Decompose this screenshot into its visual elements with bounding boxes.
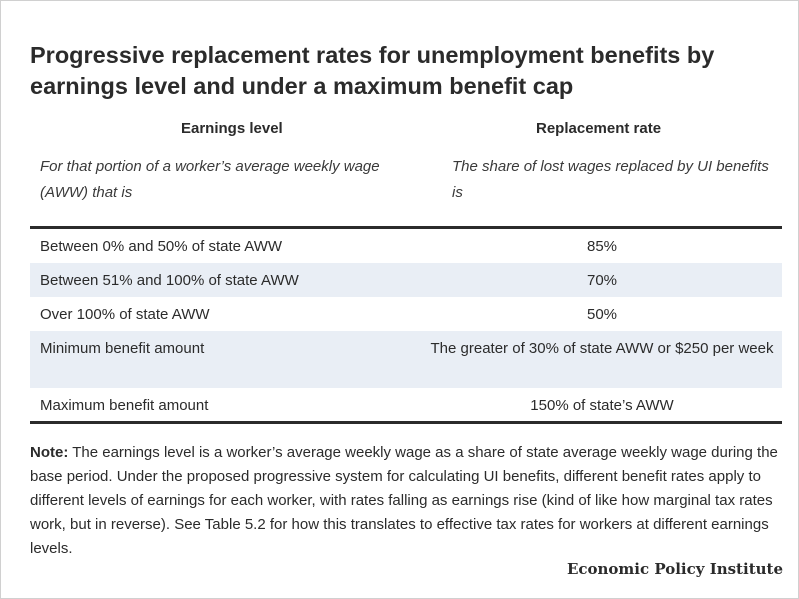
- table-row: Over 100% of state AWW 50%: [30, 297, 782, 331]
- table-row: Minimum benefit amount The greater of 30…: [30, 331, 782, 388]
- replacement-rate-cell: 50%: [586, 306, 618, 323]
- table-bottom-rule: [30, 421, 782, 424]
- table-top-rule: [30, 226, 782, 229]
- replacement-rate-cell: 70%: [586, 272, 618, 289]
- replacement-rate-cell: 85%: [586, 238, 618, 255]
- page-title: Progressive replacement rates for unempl…: [30, 42, 715, 99]
- table-body: Between 0% and 50% of state AWW 85% Betw…: [30, 229, 782, 422]
- column-header-replacement-rate: Replacement rate: [536, 120, 662, 137]
- earnings-level-cell: Minimum benefit amount: [40, 340, 205, 357]
- earnings-level-cell: Between 51% and 100% of state AWW: [40, 272, 299, 289]
- table-row: Between 51% and 100% of state AWW 70%: [30, 263, 782, 297]
- table-note: Note: The earnings level is a worker’s a…: [30, 441, 782, 561]
- note-text: The earnings level is a worker’s average…: [30, 444, 778, 557]
- replacement-rate-cell: The greater of 30% of state AWW or $250 …: [430, 340, 774, 357]
- source-logo: Economic Policy Institute: [566, 560, 783, 578]
- table-row: Between 0% and 50% of state AWW 85%: [30, 229, 782, 263]
- earnings-level-cell: Between 0% and 50% of state AWW: [40, 238, 283, 255]
- replacement-rate-cell: 150% of state’s AWW: [530, 397, 674, 414]
- earnings-level-cell: Maximum benefit amount: [40, 397, 209, 414]
- earnings-level-cell: Over 100% of state AWW: [40, 306, 210, 323]
- column-header-earnings-level: Earnings level: [181, 120, 283, 137]
- note-label: Note:: [30, 444, 69, 461]
- table-row: Maximum benefit amount 150% of state’s A…: [30, 388, 782, 422]
- column-subheader-replacement-rate: The share of lost wages replaced by UI b…: [452, 158, 769, 201]
- column-subheader-earnings-level: For that portion of a worker’s average w…: [40, 158, 380, 201]
